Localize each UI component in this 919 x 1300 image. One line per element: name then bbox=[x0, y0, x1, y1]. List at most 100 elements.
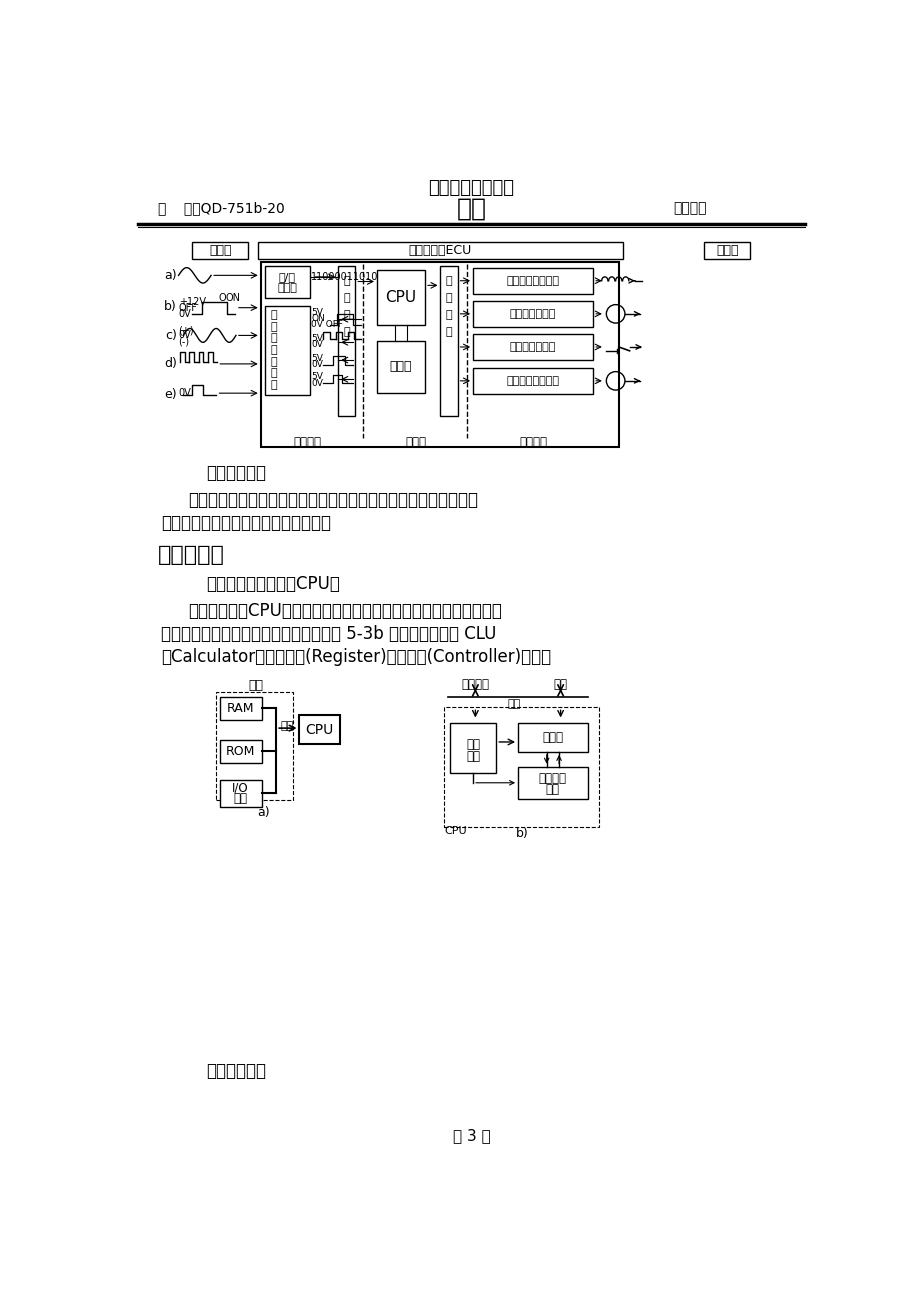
Text: 0V: 0V bbox=[311, 378, 323, 387]
Text: 编    号：QD-751b-20: 编 号：QD-751b-20 bbox=[157, 202, 284, 216]
Text: 流水号：: 流水号： bbox=[673, 202, 706, 216]
Text: 总线: 总线 bbox=[279, 720, 293, 731]
Bar bbox=[338, 266, 355, 416]
Text: (+): (+) bbox=[178, 325, 194, 335]
Text: 输: 输 bbox=[343, 277, 349, 286]
Text: 部分: 部分 bbox=[466, 750, 480, 763]
Text: 11000011010: 11000011010 bbox=[311, 272, 378, 282]
Bar bbox=[472, 334, 593, 360]
Text: 算术逻辑: 算术逻辑 bbox=[539, 772, 566, 785]
Bar bbox=[192, 242, 248, 259]
Text: 输: 输 bbox=[270, 334, 277, 343]
Text: c): c) bbox=[165, 329, 176, 342]
Text: 汽车电子控制单元的核心，基本结构如图 5-3b 所示，由运算器 CLU: 汽车电子控制单元的核心，基本结构如图 5-3b 所示，由运算器 CLU bbox=[162, 625, 496, 644]
Text: +12V: +12V bbox=[178, 296, 205, 307]
Bar bbox=[517, 723, 587, 751]
Text: 数字输入缓冲器的功用是对部分微机不能接收的数字信号进行预处: 数字输入缓冲器的功用是对部分微机不能接收的数字信号进行预处 bbox=[188, 491, 478, 510]
Text: 第 3 页: 第 3 页 bbox=[452, 1128, 490, 1143]
Text: 入: 入 bbox=[343, 294, 349, 303]
Text: CPU: CPU bbox=[444, 826, 467, 836]
Text: 显示装置驱动回路: 显示装置驱动回路 bbox=[506, 376, 559, 386]
Text: RAM: RAM bbox=[227, 702, 254, 715]
Text: 理，以便微机能够接收这些数字信号。: 理，以便微机能够接收这些数字信号。 bbox=[162, 515, 331, 532]
Bar bbox=[449, 723, 495, 772]
Text: 0V: 0V bbox=[178, 389, 191, 398]
Bar bbox=[703, 242, 750, 259]
Text: 转换器: 转换器 bbox=[277, 282, 297, 293]
Text: ON: ON bbox=[225, 294, 240, 303]
Text: (-): (-) bbox=[178, 337, 189, 347]
Text: （Calculator）、寄存器(Register)和控制器(Controller)组成。: （Calculator）、寄存器(Register)和控制器(Controlle… bbox=[162, 649, 551, 667]
Text: 执行器: 执行器 bbox=[715, 244, 738, 257]
Text: ON: ON bbox=[311, 315, 324, 322]
Bar bbox=[517, 767, 587, 800]
Text: 0V: 0V bbox=[311, 341, 323, 350]
Bar bbox=[444, 707, 598, 827]
Bar bbox=[265, 266, 309, 299]
Text: O: O bbox=[218, 294, 225, 303]
Text: 0V OFF: 0V OFF bbox=[311, 320, 343, 329]
Text: 控制信号: 控制信号 bbox=[460, 677, 489, 690]
Text: 电动机驱动回路: 电动机驱动回路 bbox=[509, 309, 556, 318]
Text: 缓: 缓 bbox=[270, 356, 277, 367]
Text: 口: 口 bbox=[343, 328, 349, 337]
Text: 5V: 5V bbox=[311, 354, 323, 363]
Text: 数: 数 bbox=[270, 311, 277, 320]
Text: 冲: 冲 bbox=[270, 368, 277, 378]
Text: 端: 端 bbox=[445, 311, 452, 320]
Text: 0V: 0V bbox=[178, 309, 191, 318]
Text: 端: 端 bbox=[343, 311, 349, 320]
Text: 输入回路: 输入回路 bbox=[293, 436, 321, 448]
Text: 入: 入 bbox=[270, 344, 277, 355]
Text: （二）缓冲器: （二）缓冲器 bbox=[206, 464, 267, 482]
Text: 传感器: 传感器 bbox=[209, 244, 232, 257]
Text: 存储器: 存储器 bbox=[390, 360, 412, 373]
Text: 单片机: 单片机 bbox=[404, 436, 425, 448]
Text: 电磁线圈驱动回路: 电磁线圈驱动回路 bbox=[506, 276, 559, 286]
Bar bbox=[472, 268, 593, 294]
Text: 0V: 0V bbox=[311, 360, 323, 369]
Text: CPU: CPU bbox=[385, 290, 416, 305]
Text: 口: 口 bbox=[445, 328, 452, 337]
Text: 0V: 0V bbox=[178, 330, 191, 341]
Text: 5V: 5V bbox=[311, 373, 323, 381]
Bar bbox=[472, 368, 593, 394]
Text: CPU: CPU bbox=[305, 723, 334, 737]
Bar bbox=[299, 715, 339, 745]
Text: a): a) bbox=[165, 269, 176, 282]
Text: b): b) bbox=[165, 300, 176, 312]
Text: 数据: 数据 bbox=[553, 677, 567, 690]
Text: ROM: ROM bbox=[226, 745, 255, 758]
Bar bbox=[377, 341, 425, 393]
Text: 控制: 控制 bbox=[466, 738, 480, 751]
Text: d): d) bbox=[164, 358, 176, 370]
Text: 电子控制器ECU: 电子控制器ECU bbox=[408, 244, 471, 257]
Text: （一）中央处理器（CPU）: （一）中央处理器（CPU） bbox=[206, 575, 340, 593]
Text: 总线: 总线 bbox=[507, 699, 520, 710]
Bar bbox=[220, 740, 262, 763]
Text: b): b) bbox=[515, 827, 528, 840]
Bar bbox=[216, 692, 293, 800]
Text: a): a) bbox=[257, 806, 270, 819]
Text: （二）存储器: （二）存储器 bbox=[206, 1062, 267, 1080]
Text: 继电器驱动回路: 继电器驱动回路 bbox=[509, 342, 556, 352]
Bar bbox=[377, 270, 425, 325]
Text: e): e) bbox=[165, 389, 176, 402]
Bar bbox=[472, 300, 593, 326]
Text: 寄存器: 寄存器 bbox=[542, 731, 562, 744]
Text: 模/数: 模/数 bbox=[278, 272, 295, 282]
Text: OFF: OFF bbox=[178, 303, 198, 313]
Bar bbox=[440, 266, 457, 416]
Text: 内存: 内存 bbox=[248, 680, 263, 693]
Text: 郑州交通技师学院: 郑州交通技师学院 bbox=[428, 179, 514, 198]
Text: 5V: 5V bbox=[311, 334, 323, 343]
Bar bbox=[265, 306, 309, 395]
Text: I/O: I/O bbox=[232, 781, 249, 794]
Text: 教案: 教案 bbox=[456, 196, 486, 221]
Bar bbox=[260, 263, 618, 447]
Text: 中央处理器（CPU）是具有译码指令和数据处理能力的电子部件，使: 中央处理器（CPU）是具有译码指令和数据处理能力的电子部件，使 bbox=[188, 602, 502, 620]
Text: 器: 器 bbox=[270, 380, 277, 390]
Text: 字: 字 bbox=[270, 322, 277, 332]
Text: 接口: 接口 bbox=[233, 792, 247, 805]
Bar bbox=[220, 780, 262, 806]
